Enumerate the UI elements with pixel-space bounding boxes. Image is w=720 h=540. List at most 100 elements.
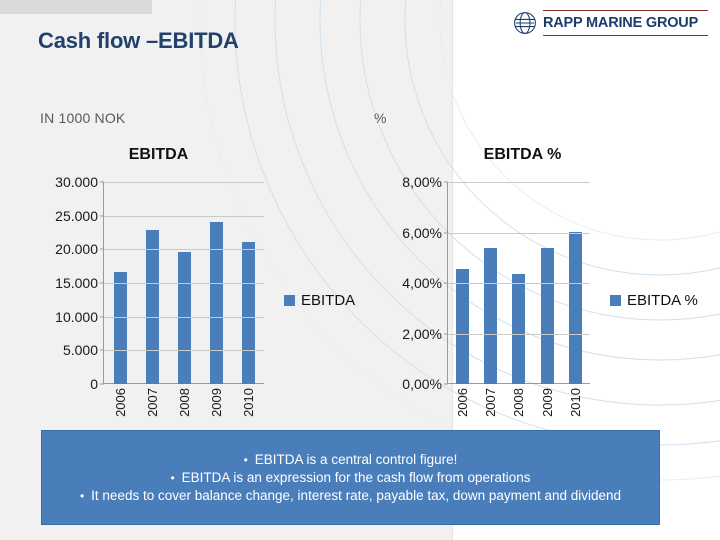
- y-tick-mark: [100, 282, 104, 284]
- y-tick-label: 0,00%: [402, 376, 442, 392]
- x-tick: 2009: [539, 384, 555, 417]
- callout-text: It needs to cover balance change, intere…: [91, 487, 622, 503]
- x-tick: 2010: [240, 384, 256, 417]
- chart-title-ebitda-percent: EBITDA %: [483, 146, 562, 163]
- gridline: [448, 283, 590, 284]
- chart-title-ebitda: EBITDA: [128, 146, 189, 163]
- bullet-glyph: •: [170, 470, 175, 485]
- callout-bullet-2: • EBITDA is an expression for the cash fl…: [170, 469, 530, 487]
- y-tick-mark: [444, 232, 448, 233]
- y-tick-mark: [444, 181, 448, 183]
- y-tick-mark: [100, 248, 104, 250]
- x-tick-label: 2006: [112, 388, 128, 417]
- bar-2008[interactable]: [177, 252, 191, 384]
- gridline: [448, 232, 590, 234]
- x-tick: 2007: [483, 384, 499, 417]
- legend-ebitda: EBITDA: [284, 292, 355, 309]
- bar-2006[interactable]: [113, 272, 127, 384]
- callout-text: EBITDA is a central control figure!: [254, 451, 458, 467]
- callout-bullet-3: • It needs to cover balance change, inter…: [80, 487, 621, 505]
- bar-group-ebitda: [104, 182, 264, 384]
- x-tick-label: 2009: [539, 388, 555, 417]
- x-tick-labels-ebitda: 2006 2007 2008 2009 2010: [104, 384, 264, 417]
- y-tick-mark: [100, 316, 104, 318]
- y-tick-mark: [100, 181, 104, 183]
- callout-bullet-1: • EBITDA is a central control figure!: [244, 451, 458, 469]
- brand-logo: RAPP MARINE GROUP: [512, 8, 708, 38]
- x-tick: 2007: [144, 384, 160, 417]
- x-tick: 2006: [112, 384, 128, 417]
- legend-label: EBITDA %: [627, 292, 698, 309]
- plot-area-ebitda-percent: 2006 2007 2008 2009 2010 8,00% 6,00% 4,00% 2,00…: [402, 174, 590, 417]
- key-points-callout: • EBITDA is a central control figure! • EB…: [41, 430, 660, 525]
- logo-rule-bottom: [543, 35, 708, 36]
- legend-swatch-icon: [610, 295, 621, 306]
- legend-ebitda-percent: EBITDA %: [610, 292, 698, 309]
- y-tick-mark: [444, 333, 448, 334]
- x-tick-label: 2007: [144, 388, 160, 417]
- page-title: Cash flow –EBITDA: [38, 28, 239, 53]
- gridline: [104, 350, 264, 352]
- x-tick-label: 2010: [568, 388, 584, 417]
- globe-icon: [514, 12, 536, 34]
- x-tick-labels-ebitda-percent: 2006 2007 2008 2009 2010: [448, 384, 590, 417]
- y-tick-label: 0: [90, 376, 98, 392]
- y-tick-mark: [444, 282, 448, 284]
- y-tick-mark: [100, 215, 104, 217]
- legend-label: EBITDA: [301, 292, 356, 309]
- gridline: [104, 249, 264, 251]
- gridline: [448, 182, 590, 183]
- y-tick-mark: [100, 349, 104, 351]
- x-tick: 2008: [176, 384, 192, 417]
- legend-swatch-icon: [284, 295, 295, 306]
- bar-2007[interactable]: [145, 230, 159, 384]
- y-tick-label: 4,00%: [402, 275, 442, 291]
- x-tick-label: 2010: [240, 388, 256, 417]
- bar-2009[interactable]: [209, 222, 223, 384]
- logo-wordmark: RAPP MARINE GROUP: [543, 14, 699, 31]
- x-tick: 2006: [454, 384, 470, 417]
- plot-area-ebitda: 2006 2007 2008 2009 2010 30.000 25.000 20.000 1…: [55, 174, 264, 417]
- bar-2008[interactable]: [512, 274, 526, 384]
- gridline: [104, 215, 264, 217]
- y-tick-label: 30.000: [55, 174, 98, 190]
- gridline: [104, 316, 264, 318]
- y-tick-mark: [444, 383, 448, 385]
- bullet-glyph: •: [243, 452, 248, 467]
- chart-ebitda-percent: EBITDA % 2006 2007 2008 2009 2010 8,00% 6,00%…: [372, 140, 712, 435]
- bar-2010[interactable]: [569, 231, 583, 384]
- x-tick-label: 2009: [208, 388, 224, 417]
- x-tick: 2008: [511, 384, 527, 417]
- y-tick-label: 8,00%: [402, 174, 442, 190]
- x-tick-label: 2008: [176, 388, 192, 417]
- x-tick-label: 2006: [454, 388, 470, 417]
- gridline: [448, 333, 590, 335]
- bar-group-ebitda-percent: [448, 182, 590, 384]
- chart-ebitda: EBITDA 2006 2007 2008 2009 2010 30.000 25.000…: [16, 140, 366, 435]
- bullet-glyph: •: [79, 488, 85, 503]
- y-tick-label: 20.000: [55, 241, 98, 258]
- y-tick-label: 5.000: [62, 342, 98, 359]
- gridline: [104, 182, 264, 183]
- bar-2006[interactable]: [455, 268, 469, 384]
- x-tick: 2010: [568, 384, 584, 417]
- y-tick-label: 10.000: [55, 308, 98, 325]
- bar-2009[interactable]: [540, 248, 554, 384]
- y-tick-label: 15.000: [55, 275, 98, 291]
- y-tick-label: 2,00%: [402, 325, 442, 342]
- y-tick-label: 6,00%: [402, 224, 442, 241]
- x-tick: 2009: [208, 384, 224, 417]
- corner-accent-bar: [0, 0, 152, 14]
- gridline: [104, 283, 264, 284]
- x-tick-label: 2007: [483, 388, 499, 417]
- bar-2007[interactable]: [484, 248, 498, 384]
- logo-rule-top: [543, 10, 708, 11]
- percent-label: %: [374, 110, 387, 126]
- x-tick-label: 2008: [511, 388, 527, 417]
- unit-label: IN 1000 NOK: [40, 110, 126, 126]
- y-tick-label: 25.000: [55, 207, 98, 224]
- callout-text: EBITDA is an expression for the cash flo…: [181, 469, 531, 485]
- bar-2010[interactable]: [241, 241, 255, 384]
- y-tick-mark: [100, 383, 104, 385]
